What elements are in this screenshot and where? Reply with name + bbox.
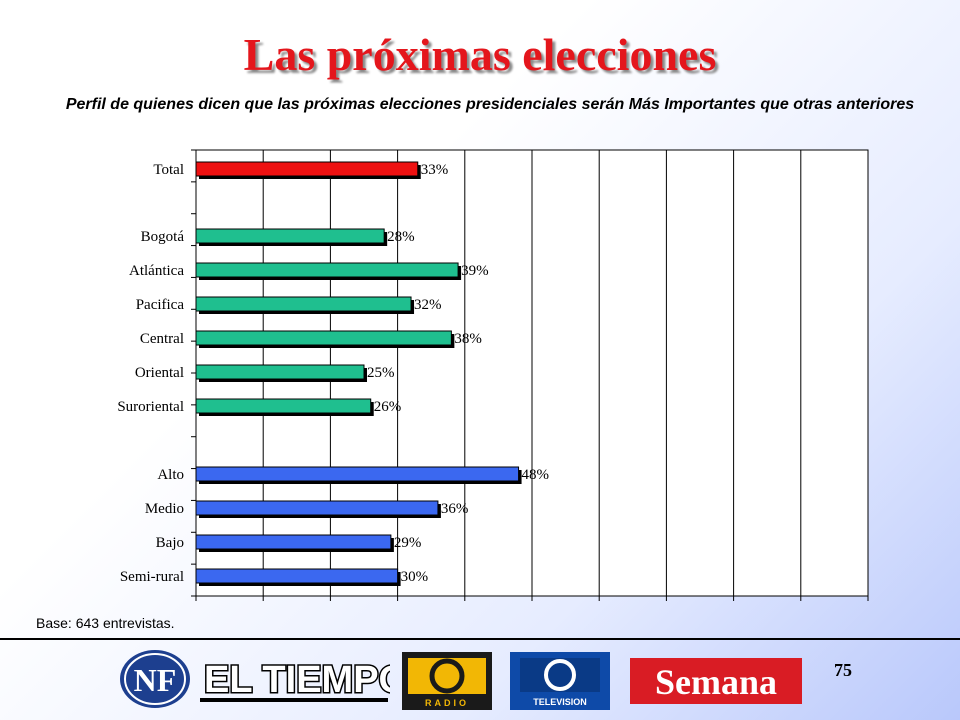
bar (195, 330, 452, 346)
bar (195, 228, 385, 244)
svg-text:Semana: Semana (655, 662, 777, 702)
category-label: Bajo (156, 535, 184, 551)
bar (195, 296, 412, 312)
nf-logo: NF (120, 650, 190, 708)
footer-divider (0, 638, 960, 640)
category-label: Semi-rural (120, 569, 184, 585)
category-label: Oriental (135, 365, 184, 381)
bar (195, 466, 520, 482)
rcn-radio-logo: RADIO (402, 652, 492, 710)
data-label: 28% (387, 229, 415, 245)
data-label: 48% (522, 467, 550, 483)
bar (195, 262, 459, 278)
category-label: Pacifica (136, 297, 185, 313)
svg-text:NF: NF (134, 662, 177, 698)
bar (195, 500, 439, 516)
category-label: Central (140, 331, 184, 347)
semana-logo: Semana (630, 658, 802, 704)
category-label: Suroriental (117, 399, 184, 415)
data-label: 25% (367, 365, 395, 381)
data-label: 36% (441, 501, 469, 517)
page-title: Las próximas elecciones (243, 29, 717, 80)
svg-text:TELEVISION: TELEVISION (533, 697, 587, 707)
data-label: 30% (401, 569, 429, 585)
rcn-television-logo: TELEVISION (510, 652, 610, 710)
chart-subtitle: Perfil de quienes dicen que las próximas… (65, 96, 915, 113)
category-label: Medio (145, 501, 184, 517)
data-label: 29% (394, 535, 422, 551)
svg-text:RADIO: RADIO (425, 698, 469, 708)
el-tiempo-logo: EL TIEMPO EL TIEMPO (200, 658, 390, 703)
bar (195, 364, 365, 380)
page-number: 75 (834, 660, 852, 680)
category-label: Total (153, 162, 184, 178)
data-label: 26% (374, 399, 402, 415)
base-note: Base: 643 entrevistas. (36, 615, 175, 631)
data-label: 38% (454, 331, 482, 347)
bar (195, 398, 372, 414)
svg-text:EL TIEMPO: EL TIEMPO (204, 659, 390, 701)
data-label: 33% (421, 162, 449, 178)
category-label: Alto (157, 467, 184, 483)
data-label: 32% (414, 297, 442, 313)
category-label: Bogotá (141, 229, 185, 245)
svg-text:EL TIEMPO: EL TIEMPO (204, 659, 390, 701)
category-label: Atlántica (129, 263, 184, 279)
bar (195, 568, 399, 584)
data-label: 39% (461, 263, 489, 279)
bar (195, 534, 392, 550)
bar (195, 161, 419, 177)
